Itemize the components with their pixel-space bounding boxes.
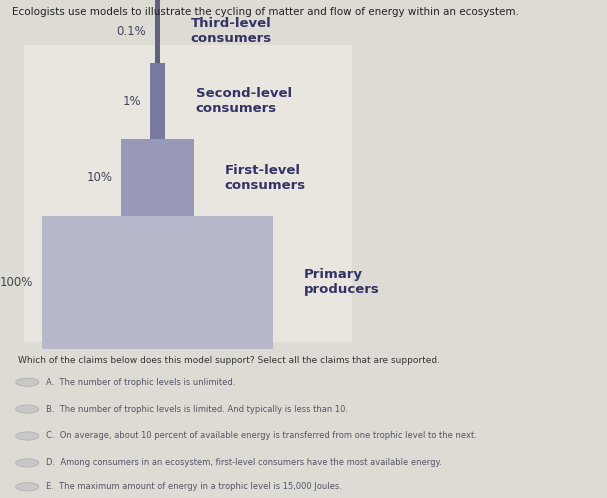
Ellipse shape [16,483,39,491]
Text: Primary
producers: Primary producers [304,268,379,296]
Text: 100%: 100% [0,276,33,289]
Text: E.  The maximum amount of energy in a trophic level is 15,000 Joules.: E. The maximum amount of energy in a tro… [46,482,341,492]
Text: A.  The number of trophic levels is unlimited.: A. The number of trophic levels is unlim… [46,377,235,387]
FancyBboxPatch shape [121,139,194,216]
Text: C.  On average, about 10 percent of available energy is transferred from one tro: C. On average, about 10 percent of avail… [46,431,476,441]
Ellipse shape [16,378,39,386]
Text: First-level
consumers: First-level consumers [225,164,306,192]
Ellipse shape [16,459,39,467]
Ellipse shape [16,432,39,440]
Text: 0.1%: 0.1% [117,25,146,38]
Text: Second-level
consumers: Second-level consumers [195,87,292,115]
Text: Which of the claims below does this model support? Select all the claims that ar: Which of the claims below does this mode… [18,356,440,365]
Text: B.  The number of trophic levels is limited. And typically is less than 10.: B. The number of trophic levels is limit… [46,404,348,414]
Text: Ecologists use models to illustrate the cycling of matter and flow of energy wit: Ecologists use models to illustrate the … [12,7,519,17]
Text: D.  Among consumers in an ecosystem, first-level consumers have the most availab: D. Among consumers in an ecosystem, firs… [46,458,441,468]
FancyBboxPatch shape [42,216,273,349]
Text: Third-level
consumers: Third-level consumers [191,17,272,45]
Ellipse shape [16,405,39,413]
FancyBboxPatch shape [24,45,352,342]
FancyBboxPatch shape [150,63,165,139]
Text: 10%: 10% [86,171,112,184]
Text: 1%: 1% [123,95,141,108]
FancyBboxPatch shape [155,0,160,63]
